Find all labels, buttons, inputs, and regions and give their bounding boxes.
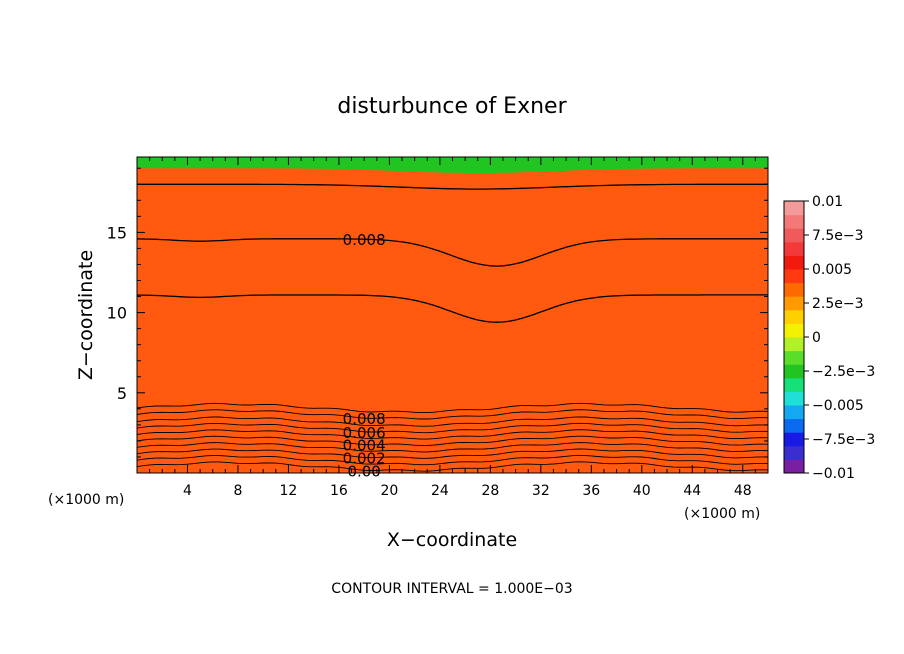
contour-label: 0.008	[343, 231, 386, 249]
colorbar: 0.01 7.5e−3 0.005 2.5e−3 0 −2.5e−3 −0.005 −7.5e…	[783, 194, 875, 482]
contour-label: 0.008	[343, 410, 386, 428]
x-tick-label: 28	[481, 483, 499, 499]
contour-lines	[137, 183, 768, 472]
contour-line	[137, 442, 768, 453]
x-unit-right: (×1000 m)	[684, 506, 760, 522]
contour-line	[137, 429, 768, 440]
contour-line	[137, 409, 768, 420]
colorbar-swatch	[784, 214, 804, 229]
colorbar-label: 2.5e−3	[812, 296, 864, 312]
contour-line	[137, 183, 768, 190]
x-axis-title: X−coordinate	[387, 529, 517, 551]
x-tick-label: 44	[683, 483, 701, 499]
colorbar-swatch	[784, 201, 804, 216]
contour-line	[137, 238, 768, 267]
contour-line	[137, 435, 768, 446]
colorbar-swatch	[784, 405, 804, 420]
colorbar-label: −7.5e−3	[812, 432, 875, 448]
y-tick-label: 15	[107, 223, 127, 242]
colorbar-swatch	[784, 296, 804, 311]
x-tick-label: 20	[380, 483, 398, 499]
contour-interval-note: CONTOUR INTERVAL = 1.000E−03	[331, 581, 572, 597]
colorbar-swatch	[784, 432, 804, 447]
x-tick-label: 32	[532, 483, 550, 499]
y-axis: 5 10 15	[107, 167, 768, 458]
y-tick-label: 10	[107, 304, 127, 323]
contour-band	[137, 168, 768, 473]
colorbar-swatch	[784, 418, 804, 433]
colorbar-swatch	[784, 228, 804, 243]
contour-line	[137, 454, 768, 466]
colorbar-swatch	[784, 350, 804, 365]
x-tick-label: 8	[233, 483, 242, 499]
contour-line	[137, 416, 768, 427]
contour-line	[137, 422, 768, 434]
colorbar-swatch	[784, 309, 804, 324]
contour-label: 0.004	[343, 437, 386, 455]
contour-fill-bands	[137, 157, 768, 473]
contour-line	[137, 461, 768, 472]
colorbar-label: −0.01	[812, 466, 855, 482]
x-tick-label: 24	[431, 483, 449, 499]
colorbar-swatch	[784, 459, 804, 474]
colorbar-swatch	[784, 282, 804, 297]
colorbar-label: −2.5e−3	[812, 364, 875, 380]
colorbar-label: 7.5e−3	[812, 228, 864, 244]
y-axis-title: Z−coordinate	[75, 250, 97, 380]
contour-line	[137, 402, 768, 414]
colorbar-swatch	[784, 269, 804, 284]
x-tick-label: 36	[582, 483, 600, 499]
x-tick-label: 16	[330, 483, 348, 499]
contour-label: 0.002	[343, 449, 386, 467]
x-tick-label: 40	[633, 483, 651, 499]
x-axis: 4 8 12 16 20 24 28 32 36 40 44 48	[136, 157, 769, 499]
colorbar-label: −0.005	[812, 398, 864, 414]
x-tick-label: 12	[280, 483, 298, 499]
colorbar-label: 0	[812, 330, 821, 346]
colorbar-swatch	[784, 391, 804, 406]
x-tick-label: 4	[183, 483, 192, 499]
contour-label: 0.006	[343, 424, 386, 442]
contour-line	[137, 294, 768, 323]
colorbar-swatch	[784, 323, 804, 338]
colorbar-swatch	[784, 364, 804, 379]
colorbar-swatch	[784, 241, 804, 256]
y-tick-label: 5	[117, 384, 127, 403]
x-tick-label: 48	[734, 483, 752, 499]
colorbar-swatch	[784, 255, 804, 270]
colorbar-swatch	[784, 337, 804, 352]
colorbar-swatch	[784, 377, 804, 392]
colorbar-swatch	[784, 445, 804, 460]
colorbar-label: 0.01	[812, 194, 843, 210]
contour-line	[137, 448, 768, 459]
colorbar-label: 0.005	[812, 262, 852, 278]
x-unit-left: (×1000 m)	[48, 492, 124, 508]
chart-title: disturbunce of Exner	[337, 94, 567, 119]
